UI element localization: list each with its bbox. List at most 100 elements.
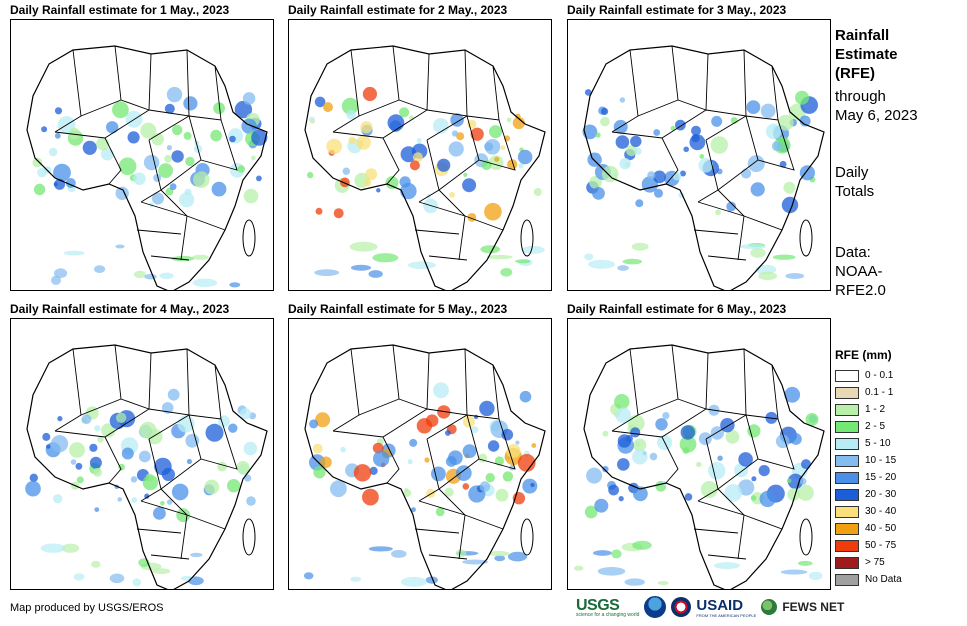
rainfall-cell — [502, 471, 514, 482]
country-border — [705, 115, 747, 141]
rainfall-cell — [424, 457, 430, 463]
rainfall-cell — [204, 479, 220, 495]
rainfall-cell — [407, 459, 413, 465]
africa-map — [26, 45, 268, 290]
panel-title: Daily Rainfall estimate for 3 May., 2023 — [567, 3, 787, 17]
rainfall-cell — [158, 163, 174, 179]
rainfall-cell — [191, 254, 210, 260]
usgs-wordmark: USGS — [576, 596, 620, 614]
legend-swatch — [835, 471, 859, 484]
rainfall-cell — [303, 572, 314, 580]
rainfall-cell — [462, 483, 470, 490]
rainfall-cell — [372, 253, 399, 263]
country-border — [426, 115, 468, 141]
rainfall-cell — [409, 438, 418, 447]
rainfall-cell — [467, 119, 477, 129]
rainfall-cell — [602, 430, 609, 437]
country-border — [150, 554, 190, 560]
rainfall-cell — [243, 441, 258, 456]
rainfall-cell — [229, 282, 241, 288]
rainfall-cell — [159, 272, 174, 279]
legend-item: 1 - 2 — [835, 401, 902, 418]
rainfall-cell — [431, 466, 446, 482]
rainfall-cell — [112, 101, 129, 119]
rainfall-cell — [726, 201, 737, 212]
country-border — [332, 408, 428, 438]
rainfall-cell — [314, 96, 326, 108]
rainfall-cell — [348, 136, 356, 145]
rainfall-cell — [320, 456, 332, 469]
rainfall-cell — [751, 476, 757, 482]
rainfall-cell — [326, 138, 342, 155]
rainfall-cell — [356, 140, 364, 148]
rainfall-cell — [363, 179, 372, 187]
country-border — [478, 418, 516, 470]
rainfall-cell — [227, 479, 241, 493]
rainfall-cell — [40, 543, 66, 553]
rainfall-cell — [96, 137, 110, 151]
rainfall-cell — [600, 116, 610, 127]
rainfall-cell — [362, 488, 379, 506]
rainfall-cell — [251, 129, 268, 146]
rainfall-cell — [307, 171, 314, 179]
rainfall-cell — [720, 418, 735, 433]
rainfall-cell — [256, 175, 262, 182]
legend-item: > 75 — [835, 554, 902, 571]
legend-swatch — [835, 488, 859, 501]
rainfall-cell — [57, 416, 63, 422]
rainfall-cell — [795, 90, 809, 105]
rainfall-cell — [449, 191, 456, 198]
legend-label: 50 - 75 — [865, 540, 897, 551]
rainfall-cell — [533, 188, 542, 196]
rainfall-cell — [54, 132, 61, 139]
rainfall-cell — [153, 507, 166, 520]
legend-title: RFE (mm) — [835, 348, 892, 362]
rainfall-cell — [611, 549, 622, 559]
legend-swatch — [835, 369, 859, 382]
legend-swatch — [835, 522, 859, 535]
rainfall-cell — [500, 145, 506, 151]
rainfall-cell — [131, 497, 138, 503]
rainfall-cell — [784, 386, 801, 403]
rainfall-cell — [711, 115, 723, 127]
rainfall-cell — [801, 459, 811, 470]
rainfall-cell — [91, 560, 101, 568]
country-border — [358, 45, 400, 117]
rainfall-cell — [698, 158, 713, 173]
rainfall-cell — [210, 129, 222, 142]
country-border — [160, 488, 188, 560]
rainfall-cell — [61, 543, 80, 553]
rainfall-cell — [615, 407, 632, 424]
rainfall-cell — [353, 464, 372, 482]
rainfall-cell — [365, 168, 378, 181]
rainfall-cell — [82, 140, 97, 155]
country-border — [717, 115, 759, 191]
rainfall-cell — [401, 576, 427, 587]
rainfall-cell — [385, 176, 399, 190]
rainfall-cell — [760, 103, 776, 119]
country-border — [428, 255, 468, 261]
rainfall-cell — [805, 413, 819, 426]
rainfall-cell — [587, 152, 602, 167]
country-border — [332, 49, 360, 133]
rainfall-cell — [708, 462, 726, 480]
usaid-seal-icon — [671, 597, 692, 617]
rainfall-cell — [515, 259, 531, 264]
rainfall-cell — [54, 268, 68, 279]
country-border — [693, 229, 739, 235]
legend: RFE (mm) 0 - 0.1 0.1 - 1 1 - 2 2 - 5 5 - 10 1… — [835, 348, 902, 588]
rainfall-cell — [679, 435, 697, 453]
rainfall-cell — [251, 155, 256, 161]
rainfall-cell — [314, 269, 340, 276]
legend-label: > 75 — [865, 557, 885, 568]
country-border — [398, 53, 430, 111]
rainfall-cell — [73, 573, 85, 581]
rainfall-cell — [151, 132, 164, 146]
rainfall-cell — [240, 408, 252, 420]
rainfall-cell — [592, 187, 605, 200]
logo-bar: USGS science for a changing world USAID … — [576, 596, 844, 618]
rainfall-cell — [234, 100, 253, 119]
rainfall-cell — [653, 170, 666, 184]
country-border — [150, 255, 190, 261]
rainfall-cell — [741, 168, 752, 179]
